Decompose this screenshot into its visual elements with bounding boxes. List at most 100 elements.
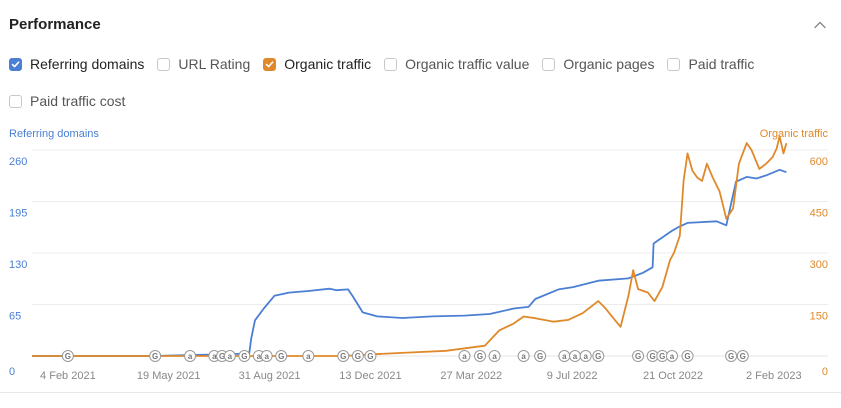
metric-paid-traffic-cost[interactable]: Paid traffic cost	[9, 93, 125, 109]
google-update-marker[interactable]: G	[632, 350, 645, 362]
marker-label: G	[65, 352, 71, 361]
x-tick-label: 31 Aug 2021	[239, 370, 301, 382]
left-tick-label: 195	[9, 208, 27, 220]
chevron-up-icon[interactable]	[813, 18, 827, 32]
ahrefs-update-marker[interactable]: a	[558, 350, 571, 362]
google-update-marker[interactable]: G	[337, 350, 350, 362]
organic-traffic-checkbox[interactable]	[263, 57, 277, 71]
marker-label: G	[477, 352, 483, 361]
metric-organic-traffic[interactable]: Organic traffic	[263, 56, 371, 72]
ahrefs-update-marker[interactable]: a	[579, 350, 592, 362]
marker-label: G	[684, 352, 690, 361]
marker-label: a	[264, 352, 269, 361]
metric-selector: Referring domains URL Rating Organic tra…	[9, 54, 799, 128]
google-update-marker[interactable]: G	[736, 350, 749, 362]
right-tick-label: 150	[810, 311, 828, 323]
ahrefs-update-marker[interactable]: a	[302, 350, 315, 362]
marker-label: a	[583, 352, 588, 361]
metric-label: Paid traffic cost	[30, 93, 126, 109]
left-tick-label: 260	[9, 156, 27, 168]
metric-paid-traffic[interactable]: Paid traffic	[667, 56, 754, 72]
ahrefs-update-marker[interactable]: a	[569, 350, 582, 362]
x-tick-label: 13 Dec 2021	[339, 370, 401, 382]
paid-traffic-checkbox[interactable]	[667, 57, 681, 71]
marker-label: a	[562, 352, 567, 361]
x-tick-label: 19 May 2021	[137, 370, 201, 382]
url-rating-checkbox[interactable]	[157, 57, 171, 71]
google-update-marker[interactable]: G	[592, 350, 605, 362]
marker-label: G	[740, 352, 746, 361]
gridlines	[32, 149, 828, 357]
marker-label: G	[152, 352, 158, 361]
marker-label: a	[492, 352, 497, 361]
marker-label: G	[340, 352, 346, 361]
left-tick-label: 130	[9, 259, 27, 271]
metric-label: URL Rating	[178, 56, 251, 72]
chart-svg: Referring domains Organic traffic 0 65 130…	[9, 128, 829, 382]
google-update-marker[interactable]: G	[681, 350, 694, 362]
referring-domains-checkbox[interactable]	[9, 57, 22, 71]
metric-label: Organic pages	[563, 56, 655, 72]
series-line-organic-traffic	[32, 135, 788, 357]
ahrefs-update-marker[interactable]: a	[260, 350, 273, 362]
right-tick-label: 0	[822, 366, 828, 378]
google-update-marker[interactable]: G	[725, 350, 738, 362]
right-axis-ticks: 0 150 300 450 600	[810, 156, 828, 378]
right-tick-label: 300	[810, 259, 828, 271]
organic-traffic-value-checkbox[interactable]	[384, 57, 398, 71]
metric-label: Organic traffic	[284, 56, 372, 72]
ahrefs-update-marker[interactable]: a	[488, 350, 501, 362]
google-update-marker[interactable]: G	[238, 350, 251, 362]
marker-label: G	[219, 352, 225, 361]
marker-label: G	[278, 352, 284, 361]
marker-label: a	[212, 352, 217, 361]
metric-label: Paid traffic	[688, 56, 755, 72]
series-line-referring-domains	[32, 168, 787, 357]
marker-label: G	[659, 352, 665, 361]
divider	[0, 392, 841, 393]
metric-label: Referring domains	[30, 56, 145, 72]
marker-label: a	[306, 352, 311, 361]
metric-label: Organic traffic value	[405, 56, 530, 72]
marker-label: a	[228, 352, 233, 361]
marker-label: a	[188, 352, 193, 361]
google-update-marker[interactable]: G	[61, 350, 74, 362]
metric-organic-traffic-value[interactable]: Organic traffic value	[384, 56, 529, 72]
marker-label: a	[670, 352, 675, 361]
section-title: Performance	[9, 16, 101, 33]
google-update-marker[interactable]: G	[351, 350, 364, 362]
google-update-marker[interactable]: G	[364, 350, 377, 362]
google-update-marker[interactable]: G	[534, 350, 547, 362]
ahrefs-update-marker[interactable]: a	[184, 350, 197, 362]
left-axis-ticks: 0 65 130 195 260	[9, 156, 27, 378]
ahrefs-update-marker[interactable]: a	[223, 350, 236, 362]
google-update-marker[interactable]: G	[474, 350, 486, 362]
marker-label: a	[257, 352, 262, 361]
marker-label: G	[595, 352, 601, 361]
google-update-marker[interactable]: G	[275, 350, 288, 362]
metric-referring-domains[interactable]: Referring domains	[9, 56, 144, 72]
marker-label: G	[649, 352, 655, 361]
left-axis-title: Referring domains	[9, 128, 99, 140]
series-lines	[32, 135, 788, 357]
ahrefs-update-marker[interactable]: a	[517, 350, 530, 362]
metric-row: Referring domains URL Rating Organic tra…	[9, 54, 799, 74]
metric-organic-pages[interactable]: Organic pages	[542, 56, 654, 72]
right-axis-title: Organic traffic	[760, 128, 829, 140]
right-tick-label: 450	[810, 208, 828, 220]
left-tick-label: 0	[9, 366, 15, 378]
marker-label: a	[573, 352, 578, 361]
organic-pages-checkbox[interactable]	[542, 57, 556, 71]
x-tick-label: 4 Feb 2021	[40, 370, 96, 382]
paid-traffic-cost-checkbox[interactable]	[9, 94, 22, 108]
ahrefs-update-marker[interactable]: a	[458, 350, 471, 362]
marker-label: G	[367, 352, 373, 361]
performance-chart: Referring domains Organic traffic 0 65 130…	[0, 120, 841, 390]
x-tick-label: 21 Oct 2022	[643, 370, 703, 382]
x-axis-ticks: 4 Feb 2021 19 May 2021 31 Aug 2021 13 Dec 2…	[40, 370, 802, 382]
metric-url-rating[interactable]: URL Rating	[157, 56, 250, 72]
ahrefs-update-marker[interactable]: a	[666, 350, 678, 362]
marker-label: a	[521, 352, 526, 361]
google-update-marker[interactable]: G	[149, 350, 162, 362]
